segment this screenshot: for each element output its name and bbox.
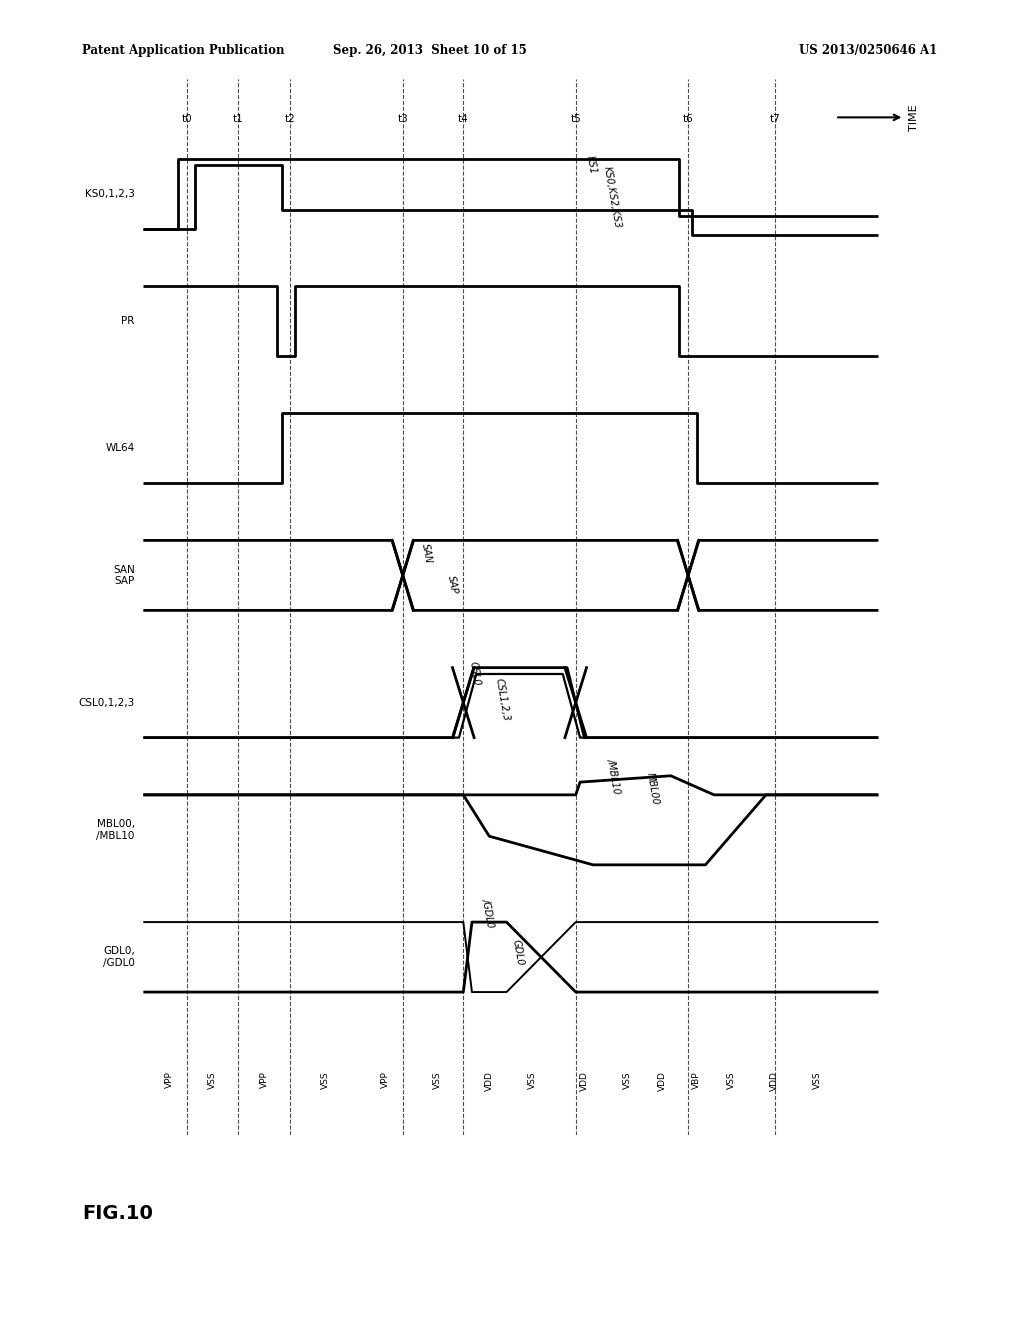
Text: VDD: VDD bbox=[657, 1072, 667, 1092]
Text: VSS: VSS bbox=[208, 1072, 217, 1089]
Text: VDD: VDD bbox=[770, 1072, 779, 1092]
Text: VPP: VPP bbox=[381, 1072, 390, 1089]
Text: MBL00,
/MBL10: MBL00, /MBL10 bbox=[96, 818, 135, 841]
Text: WL64: WL64 bbox=[105, 444, 135, 453]
Text: KS0,KS2,KS3: KS0,KS2,KS3 bbox=[602, 165, 623, 228]
Text: SAN: SAN bbox=[420, 543, 433, 564]
Text: FIG.10: FIG.10 bbox=[82, 1204, 153, 1222]
Text: SAP: SAP bbox=[446, 574, 459, 595]
Text: t1: t1 bbox=[233, 114, 244, 124]
Text: VDD: VDD bbox=[580, 1072, 589, 1092]
Text: VBP: VBP bbox=[692, 1072, 701, 1089]
Text: VSS: VSS bbox=[623, 1072, 632, 1089]
Text: t5: t5 bbox=[570, 114, 581, 124]
Text: Sep. 26, 2013  Sheet 10 of 15: Sep. 26, 2013 Sheet 10 of 15 bbox=[333, 44, 527, 57]
Text: KS0,1,2,3: KS0,1,2,3 bbox=[85, 189, 135, 199]
Text: t3: t3 bbox=[397, 114, 409, 124]
Text: GDL0: GDL0 bbox=[511, 939, 525, 966]
Text: /GDL0: /GDL0 bbox=[480, 898, 496, 928]
Text: t4: t4 bbox=[458, 114, 469, 124]
Text: VSS: VSS bbox=[528, 1072, 537, 1089]
Text: CSL0: CSL0 bbox=[468, 661, 481, 686]
Text: CSL0,1,2,3: CSL0,1,2,3 bbox=[79, 698, 135, 708]
Text: VSS: VSS bbox=[321, 1072, 330, 1089]
Text: GDL0,
/GDL0: GDL0, /GDL0 bbox=[102, 946, 135, 968]
Text: t6: t6 bbox=[683, 114, 693, 124]
Text: KS1: KS1 bbox=[585, 154, 597, 176]
Text: CSL1,2,3: CSL1,2,3 bbox=[494, 677, 511, 722]
Text: VSS: VSS bbox=[813, 1072, 822, 1089]
Text: PR: PR bbox=[121, 315, 135, 326]
Text: MBL00: MBL00 bbox=[645, 771, 660, 805]
Text: VPP: VPP bbox=[260, 1072, 269, 1089]
Text: /MBL10: /MBL10 bbox=[606, 758, 623, 795]
Text: Patent Application Publication: Patent Application Publication bbox=[82, 44, 285, 57]
Text: VPP: VPP bbox=[165, 1072, 174, 1089]
Text: SAN
SAP: SAN SAP bbox=[113, 565, 135, 586]
Text: t0: t0 bbox=[181, 114, 191, 124]
Text: TIME: TIME bbox=[908, 104, 919, 131]
Text: US 2013/0250646 A1: US 2013/0250646 A1 bbox=[799, 44, 937, 57]
Text: t2: t2 bbox=[285, 114, 296, 124]
Text: VSS: VSS bbox=[727, 1072, 736, 1089]
Text: VDD: VDD bbox=[484, 1072, 494, 1092]
Text: t7: t7 bbox=[769, 114, 780, 124]
Text: VSS: VSS bbox=[433, 1072, 442, 1089]
